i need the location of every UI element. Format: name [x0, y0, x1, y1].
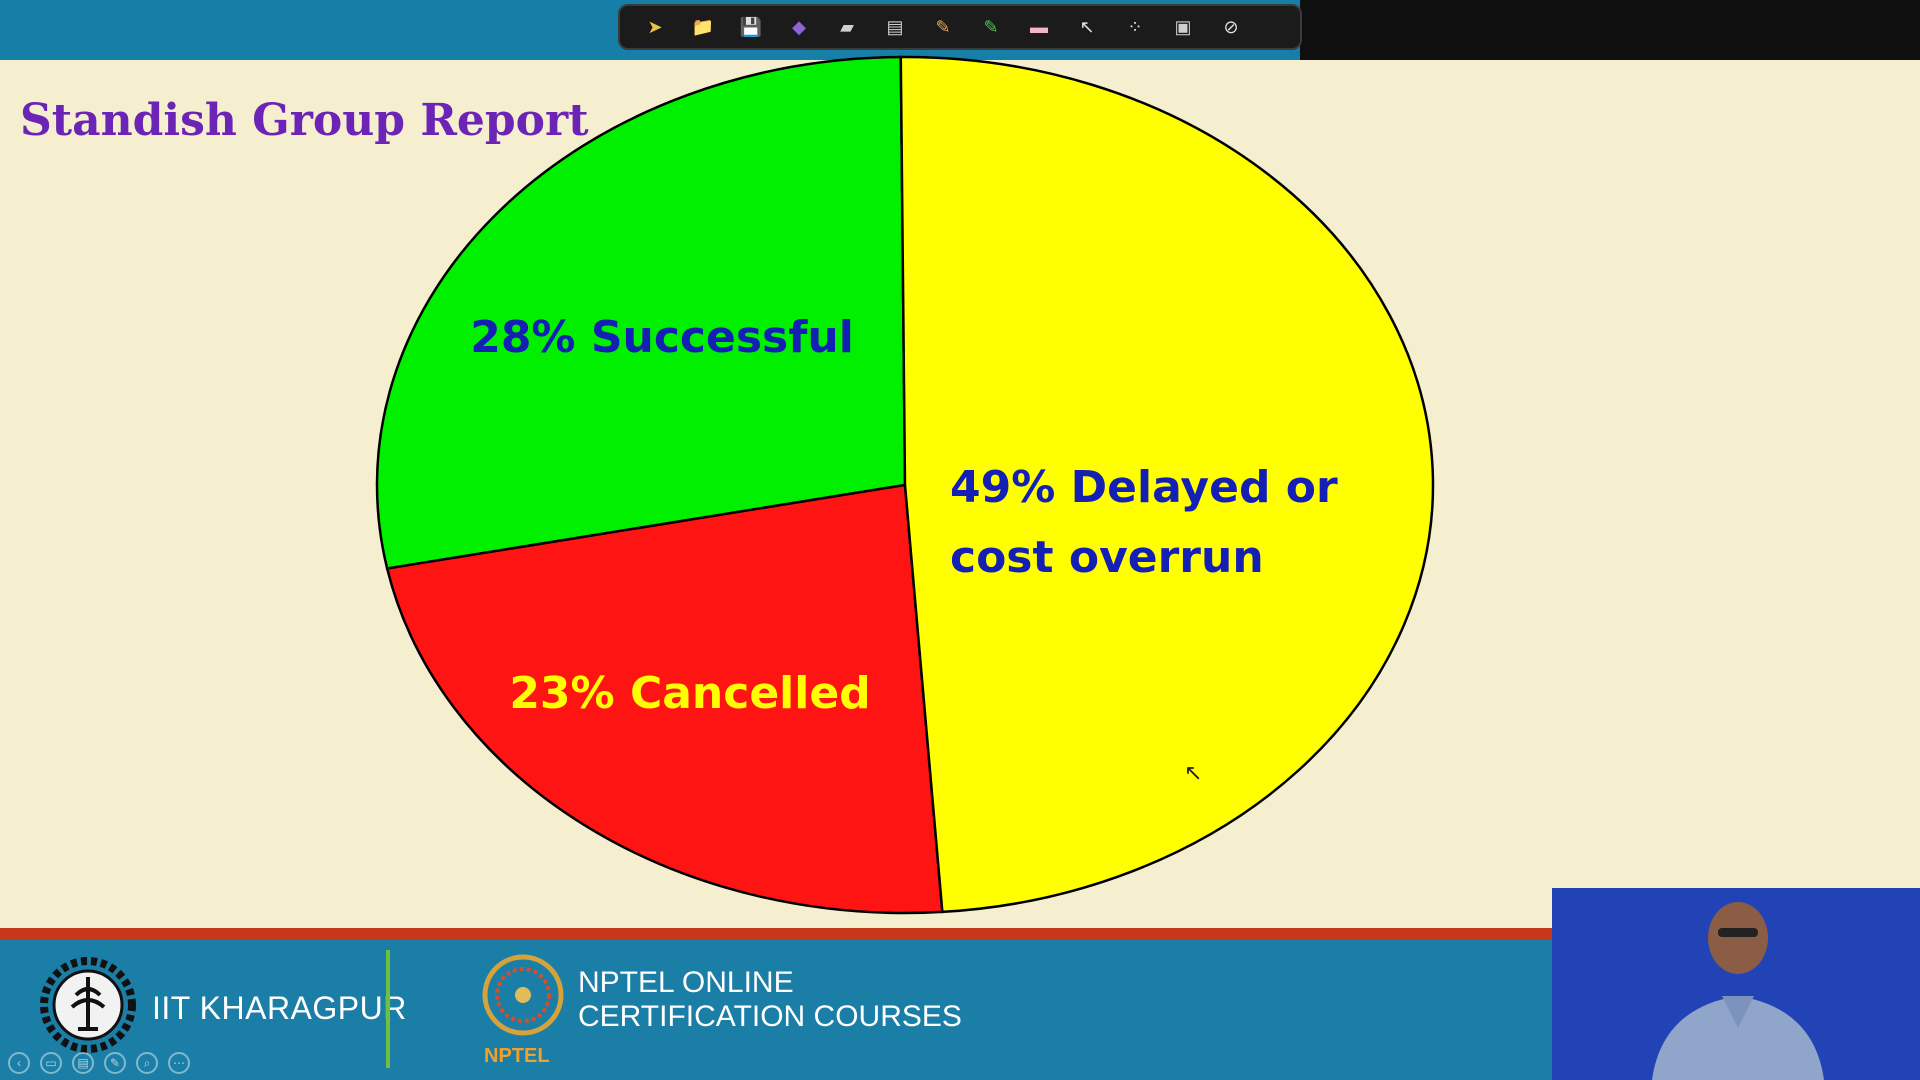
presenter-webcam: [1552, 888, 1920, 1080]
iit-kharagpur-logo-icon: [40, 957, 136, 1053]
pie-slice-2: [385, 483, 944, 915]
nptel-logo-text: NPTEL: [484, 1045, 550, 1067]
institute-name: IIT KHARAGPUR: [152, 990, 407, 1026]
nptel-title-line1: NPTEL ONLINE: [578, 966, 794, 999]
highlighter-icon[interactable]: ✎: [983, 17, 999, 37]
pie-slice-3: [899, 55, 1435, 914]
nptel-logo-icon: [482, 954, 564, 1036]
pie-slice-1: [375, 55, 907, 570]
screen-icon[interactable]: ▣: [1174, 17, 1192, 37]
slides-icon[interactable]: ▭: [40, 1052, 62, 1074]
prev-icon[interactable]: ‹: [8, 1052, 30, 1074]
printer-icon[interactable]: ▤: [886, 17, 904, 37]
eraser-icon[interactable]: ▬: [1030, 17, 1048, 37]
pie-label-2: 23% Cancelled: [509, 668, 870, 719]
slide-title: Standish Group Report: [20, 95, 589, 146]
pointer-file-icon[interactable]: ➤: [647, 17, 663, 37]
footer-accent-line: [0, 928, 1552, 940]
mouse-cursor-icon: ↖: [1184, 760, 1203, 785]
nptel-title-line2: CERTIFICATION COURSES: [578, 1000, 962, 1033]
laser-dots-icon[interactable]: ⁘: [1127, 17, 1143, 37]
top-bar-dark-area: [1300, 0, 1920, 60]
gem-icon[interactable]: ◆: [792, 17, 806, 37]
pie-label-1: 28% Successful: [470, 312, 854, 363]
arrow-cursor-icon[interactable]: ↖: [1079, 17, 1095, 37]
more-icon[interactable]: ⋯: [168, 1052, 190, 1074]
pie-label-3: 49% Delayed or cost overrun: [950, 462, 1338, 583]
notes-icon[interactable]: ▤: [72, 1052, 94, 1074]
zoom-icon[interactable]: ⌕: [136, 1052, 158, 1074]
page-icon[interactable]: ▰: [840, 17, 854, 37]
footer-divider: [386, 950, 390, 1068]
player-controls: ‹ ▭ ▤ ✎ ⌕ ⋯: [8, 1052, 190, 1074]
pencil-icon[interactable]: ✎: [935, 17, 951, 37]
pen-icon[interactable]: ✎: [104, 1052, 126, 1074]
stop-icon[interactable]: ⊘: [1223, 17, 1239, 37]
presenter-image: [1552, 888, 1920, 1080]
folder-icon[interactable]: 📁: [691, 17, 715, 37]
save-icon[interactable]: 💾: [739, 17, 763, 37]
annotation-toolbar: ➤ 📁 💾 ◆ ▰ ▤ ✎ ✎ ▬ ↖ ⁘ ▣ ⊘: [618, 4, 1302, 50]
